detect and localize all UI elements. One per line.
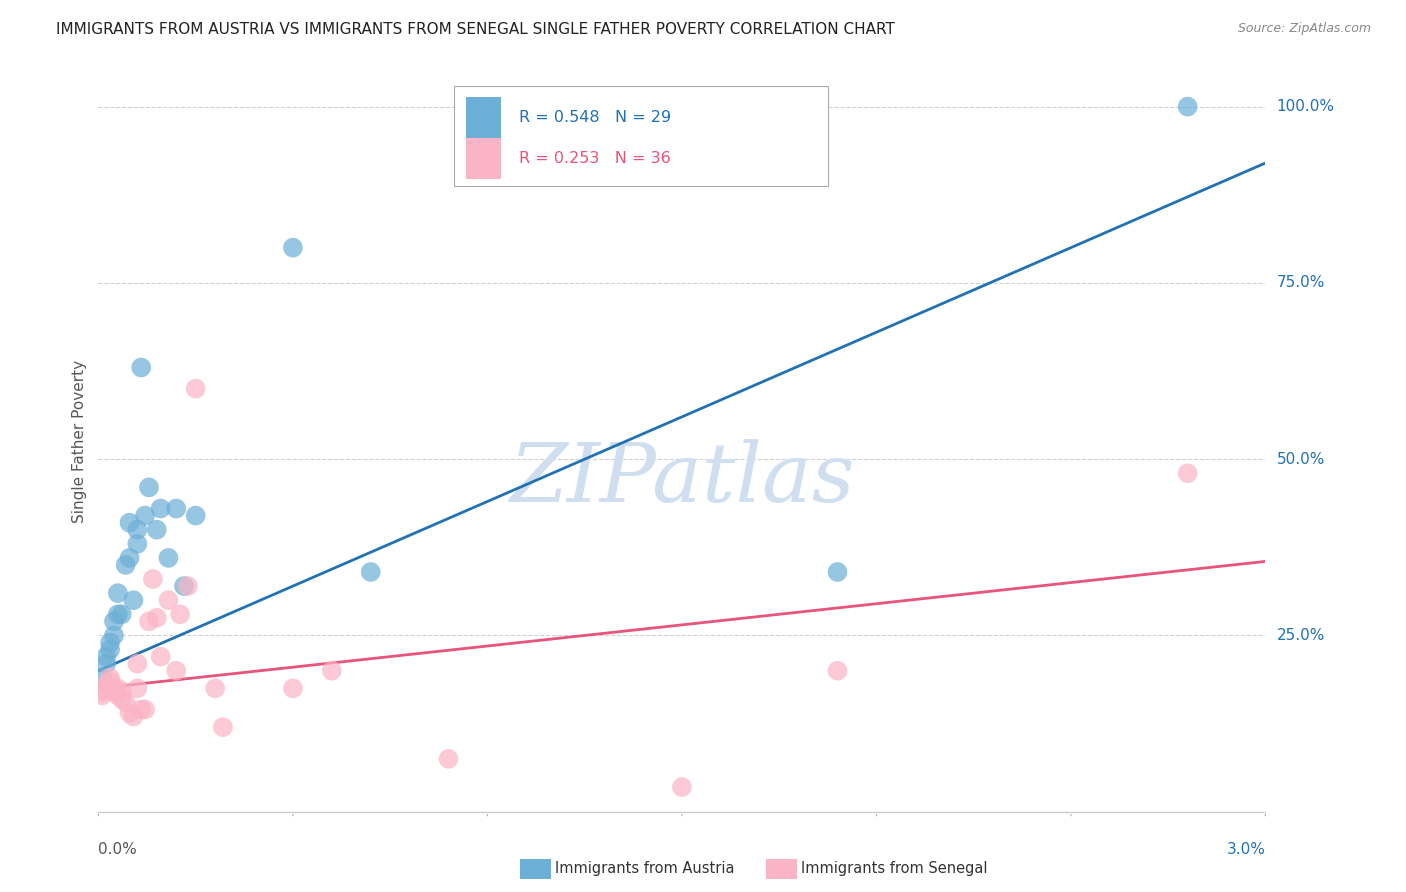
Point xyxy=(114,558,136,572)
Point xyxy=(122,593,145,607)
Point xyxy=(103,615,125,629)
Text: IMMIGRANTS FROM AUSTRIA VS IMMIGRANTS FROM SENEGAL SINGLE FATHER POVERTY CORRELA: IMMIGRANTS FROM AUSTRIA VS IMMIGRANTS FR… xyxy=(56,22,896,37)
Text: 3.0%: 3.0% xyxy=(1226,842,1265,857)
Point xyxy=(96,657,118,671)
Point xyxy=(129,702,152,716)
Point xyxy=(165,664,187,678)
Point xyxy=(96,678,118,692)
Point xyxy=(184,508,207,523)
Point xyxy=(437,752,460,766)
Point xyxy=(184,382,207,396)
Point xyxy=(96,649,118,664)
Point xyxy=(122,709,145,723)
Point xyxy=(127,681,149,696)
Y-axis label: Single Father Poverty: Single Father Poverty xyxy=(72,360,87,523)
Point xyxy=(281,241,304,255)
Point xyxy=(96,681,118,696)
Point xyxy=(118,550,141,565)
Point xyxy=(107,607,129,622)
Point xyxy=(127,523,149,537)
Point xyxy=(138,615,160,629)
Point xyxy=(111,692,134,706)
Point xyxy=(91,671,114,685)
Point xyxy=(146,523,169,537)
Text: 0.0%: 0.0% xyxy=(98,842,138,857)
Point xyxy=(91,685,114,699)
Point xyxy=(173,579,195,593)
Point xyxy=(118,516,141,530)
Point xyxy=(98,642,121,657)
Text: R = 0.253   N = 36: R = 0.253 N = 36 xyxy=(519,151,671,166)
Bar xyxy=(465,138,501,178)
Point xyxy=(103,628,125,642)
Bar xyxy=(465,97,501,138)
Point xyxy=(1177,100,1199,114)
Point xyxy=(827,565,849,579)
Point xyxy=(142,572,165,586)
Text: 25.0%: 25.0% xyxy=(1277,628,1324,643)
Point xyxy=(321,664,343,678)
Point xyxy=(671,780,693,794)
Text: Immigrants from Senegal: Immigrants from Senegal xyxy=(801,862,988,876)
Text: 100.0%: 100.0% xyxy=(1277,99,1334,114)
Point xyxy=(146,611,169,625)
Point xyxy=(1177,467,1199,481)
Point xyxy=(134,508,156,523)
Point xyxy=(177,579,200,593)
Point xyxy=(165,501,187,516)
Text: Source: ZipAtlas.com: Source: ZipAtlas.com xyxy=(1237,22,1371,36)
Point xyxy=(149,501,172,516)
Point xyxy=(107,586,129,600)
Point xyxy=(204,681,226,696)
Point xyxy=(98,674,121,689)
Text: 50.0%: 50.0% xyxy=(1277,451,1324,467)
Point xyxy=(212,720,235,734)
Point xyxy=(103,685,125,699)
Point xyxy=(127,537,149,551)
Point xyxy=(107,689,129,703)
Point xyxy=(111,685,134,699)
Point xyxy=(103,681,125,696)
Point xyxy=(360,565,382,579)
FancyBboxPatch shape xyxy=(454,87,828,186)
Point xyxy=(129,360,152,375)
Point xyxy=(281,681,304,696)
Text: Immigrants from Austria: Immigrants from Austria xyxy=(555,862,735,876)
Text: R = 0.548   N = 29: R = 0.548 N = 29 xyxy=(519,110,671,125)
Text: 75.0%: 75.0% xyxy=(1277,276,1324,291)
Point xyxy=(127,657,149,671)
Point xyxy=(827,664,849,678)
Point xyxy=(149,649,172,664)
Point xyxy=(157,550,180,565)
Point xyxy=(138,480,160,494)
Point xyxy=(169,607,191,622)
Point xyxy=(134,702,156,716)
Point xyxy=(157,593,180,607)
Point xyxy=(118,706,141,720)
Point xyxy=(91,689,114,703)
Point xyxy=(111,607,134,622)
Point xyxy=(98,671,121,685)
Text: ZIPatlas: ZIPatlas xyxy=(509,439,855,518)
Point xyxy=(114,695,136,709)
Point xyxy=(107,681,129,696)
Point xyxy=(98,635,121,649)
